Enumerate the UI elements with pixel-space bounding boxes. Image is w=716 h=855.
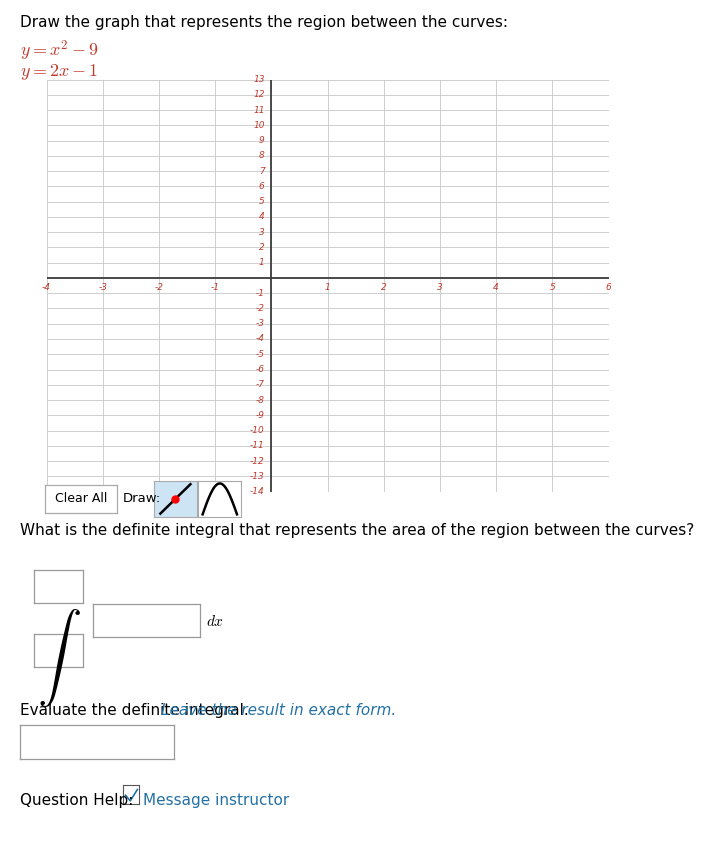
Text: Draw:: Draw: <box>123 492 161 505</box>
Text: Draw the graph that represents the region between the curves:: Draw the graph that represents the regio… <box>20 15 508 30</box>
Text: 6: 6 <box>259 182 265 191</box>
Text: -3: -3 <box>256 319 265 328</box>
Text: 3: 3 <box>259 227 265 237</box>
Text: Message instructor: Message instructor <box>143 793 289 809</box>
Text: Leave the result in exact form.: Leave the result in exact form. <box>161 703 397 718</box>
Text: -7: -7 <box>256 380 265 389</box>
Text: -2: -2 <box>256 304 265 313</box>
Text: 2: 2 <box>259 243 265 252</box>
Text: Clear All: Clear All <box>54 492 107 505</box>
Text: 5: 5 <box>259 198 265 206</box>
Text: -10: -10 <box>250 426 265 435</box>
Text: -14: -14 <box>250 487 265 496</box>
Text: -4: -4 <box>256 334 265 344</box>
Text: -13: -13 <box>250 472 265 481</box>
Text: -4: -4 <box>42 282 51 292</box>
Text: 7: 7 <box>259 167 265 175</box>
Text: -11: -11 <box>250 441 265 451</box>
Text: $y = x^2 - 9$: $y = x^2 - 9$ <box>20 38 99 63</box>
Text: 10: 10 <box>253 121 265 130</box>
Text: 11: 11 <box>253 105 265 115</box>
Text: 1: 1 <box>259 258 265 267</box>
Text: Question Help:: Question Help: <box>20 793 133 809</box>
Text: 2: 2 <box>381 282 387 292</box>
Text: 4: 4 <box>259 212 265 221</box>
Text: 6: 6 <box>606 282 611 292</box>
Text: $\int$: $\int$ <box>37 607 81 709</box>
Text: -8: -8 <box>256 396 265 404</box>
Text: 1: 1 <box>324 282 331 292</box>
Text: -1: -1 <box>256 289 265 298</box>
Text: -1: -1 <box>211 282 220 292</box>
Text: $y = 2x - 1$: $y = 2x - 1$ <box>20 62 99 81</box>
Text: -12: -12 <box>250 457 265 466</box>
Text: 12: 12 <box>253 91 265 99</box>
Text: 8: 8 <box>259 151 265 161</box>
Text: -6: -6 <box>256 365 265 374</box>
Text: -5: -5 <box>256 350 265 359</box>
Text: -9: -9 <box>256 410 265 420</box>
Text: 4: 4 <box>493 282 499 292</box>
Text: -2: -2 <box>155 282 163 292</box>
Text: $dx$: $dx$ <box>206 614 224 629</box>
Text: 9: 9 <box>259 136 265 145</box>
Text: -3: -3 <box>98 282 107 292</box>
Text: Evaluate the definite integral.: Evaluate the definite integral. <box>20 703 253 718</box>
Text: 3: 3 <box>437 282 443 292</box>
Text: 5: 5 <box>549 282 556 292</box>
Text: What is the definite integral that represents the area of the region between the: What is the definite integral that repre… <box>20 523 695 539</box>
Text: 13: 13 <box>253 75 265 84</box>
